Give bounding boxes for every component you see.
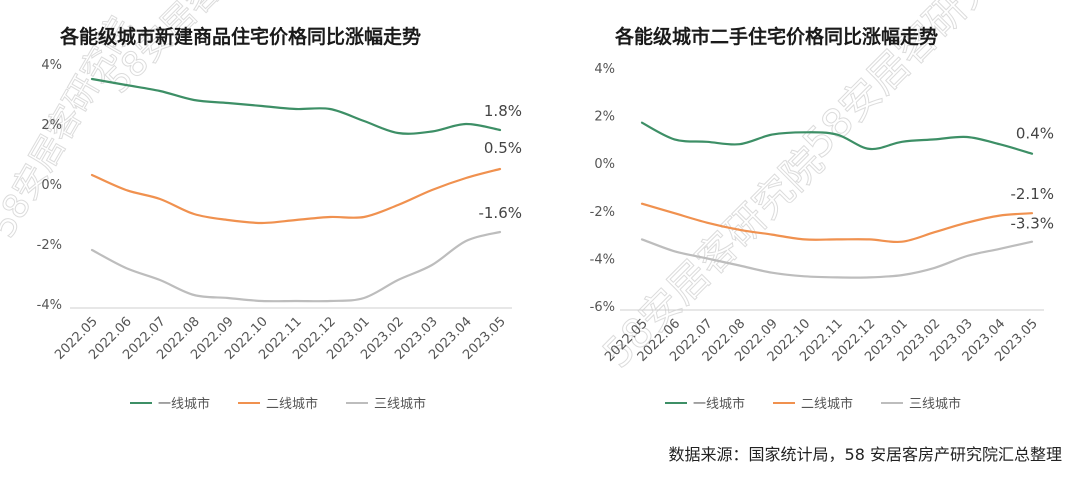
new-home-price-chart: 各能级城市新建商品住宅价格同比涨幅走势 -4% -2% 0% 2% 4% 2022.05 2… (0, 0, 540, 430)
data-label-tier1: 0.4% (1016, 125, 1054, 143)
y-tick-label: -2% (590, 205, 615, 220)
y-tick-label: -6% (590, 300, 615, 315)
legend-swatch-tier2 (238, 401, 261, 404)
legend-label: 三线城市 (374, 397, 427, 412)
y-tick-label: 4% (594, 62, 615, 77)
data-source-note: 数据来源：国家统计局，58 安居客房产研究院汇总整理 (668, 445, 1062, 464)
series-line-tier2 (90, 167, 502, 225)
legend-item-tier2: 二线城市 (773, 393, 853, 412)
legend-item-tier1: 一线城市 (665, 393, 745, 412)
y-tick-label: 0% (41, 178, 62, 193)
legend-swatch-tier1 (130, 401, 152, 404)
legend-label: 二线城市 (266, 397, 319, 412)
legend: 一线城市 二线城市 三线城市 (665, 393, 961, 412)
plot-area: -4%-2%0%2%4%2022.052022.062022.072022.08… (37, 58, 522, 363)
legend-swatch-tier3 (881, 401, 904, 404)
legend-swatch-tier2 (773, 401, 796, 404)
y-tick-label: -2% (37, 238, 62, 253)
series-line-tier1 (640, 121, 1034, 155)
legend-swatch-tier3 (346, 401, 369, 404)
resale-home-price-chart: 各能级城市二手住宅价格同比涨幅走势 -6% -4% -2% 0% 2% 4% 2022.05… (545, 0, 1065, 430)
legend-label: 一线城市 (158, 397, 211, 412)
series-line-tier2 (640, 202, 1034, 244)
y-tick-label: 2% (41, 118, 62, 133)
legend-item-tier3: 三线城市 (346, 393, 426, 412)
y-tick-label: -4% (37, 298, 62, 313)
data-label-tier1: 1.8% (484, 102, 522, 120)
series-line-tier3 (640, 238, 1034, 279)
legend-item-tier2: 二线城市 (238, 393, 318, 412)
series-line-tier1 (90, 77, 502, 135)
data-label-tier2: -2.1% (1010, 185, 1054, 203)
legend-label: 一线城市 (693, 397, 746, 412)
y-tick-label: 2% (594, 110, 615, 125)
plot-area: -6%-4%-2%0%2%4%2022.052022.062022.072022… (590, 62, 1054, 365)
data-label-tier3: -1.6% (478, 204, 522, 222)
legend: 一线城市 二线城市 三线城市 (130, 393, 426, 412)
chart-title: 各能级城市新建商品住宅价格同比涨幅走势 (60, 26, 422, 48)
legend-label: 三线城市 (909, 397, 962, 412)
legend-swatch-tier1 (665, 401, 687, 404)
y-tick-label: 0% (594, 157, 615, 172)
data-label-tier2: 0.5% (484, 139, 522, 157)
series-line-tier3 (90, 230, 502, 303)
legend-item-tier1: 一线城市 (130, 393, 210, 412)
y-tick-label: -4% (590, 252, 615, 267)
legend-label: 二线城市 (801, 397, 854, 412)
y-tick-label: 4% (41, 58, 62, 73)
data-label-tier3: -3.3% (1010, 215, 1054, 233)
legend-item-tier3: 三线城市 (881, 393, 961, 412)
chart-title: 各能级城市二手住宅价格同比涨幅走势 (615, 26, 939, 48)
